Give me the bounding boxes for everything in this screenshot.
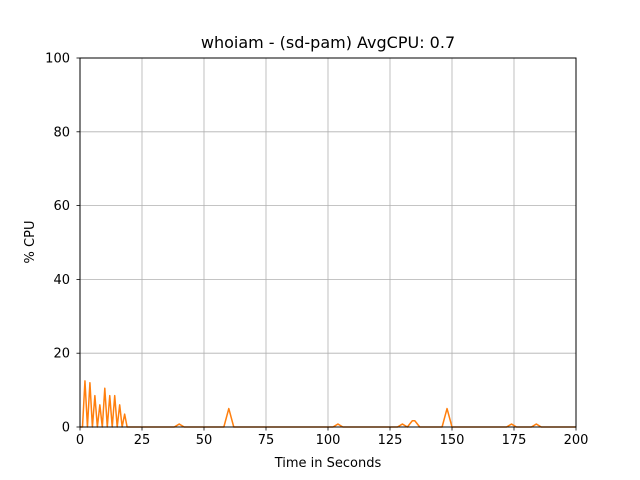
x-axis-label: Time in Seconds	[274, 456, 382, 471]
y-tick-label: 100	[45, 52, 70, 67]
ticks: 0 25 50 75 100 125 150 175 200 0 20 40 60 80 100	[45, 52, 588, 449]
chart-title: whoiam - (sd-pam) AvgCPU: 0.7	[201, 33, 455, 52]
x-tick-label: 50	[196, 433, 213, 448]
x-tick-label: 150	[440, 433, 465, 448]
y-axis-label: % CPU	[23, 221, 38, 264]
x-tick-label: 100	[316, 433, 341, 448]
x-tick-label: 0	[76, 433, 84, 448]
y-tick-label: 0	[62, 421, 70, 436]
x-tick-label: 125	[378, 433, 403, 448]
y-tick-label: 60	[53, 199, 70, 214]
y-tick-label: 40	[53, 273, 70, 288]
x-tick-label: 200	[564, 433, 589, 448]
x-tick-label: 25	[134, 433, 151, 448]
y-tick-label: 80	[53, 125, 70, 140]
y-tick-label: 20	[53, 347, 70, 362]
x-tick-label: 175	[502, 433, 527, 448]
x-tick-label: 75	[258, 433, 275, 448]
